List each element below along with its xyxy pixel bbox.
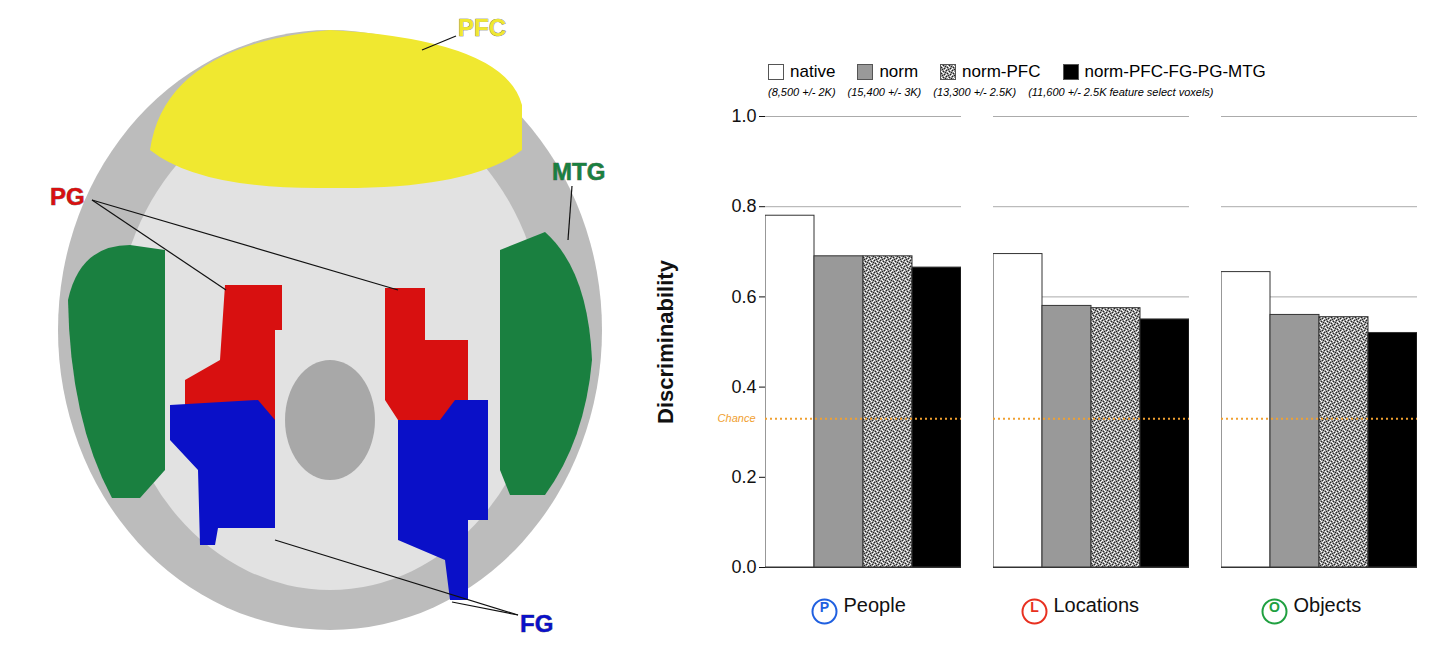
svg-text:Chance: Chance (718, 412, 756, 424)
svg-text:0.0: 0.0 (731, 557, 756, 577)
html-text:norm-PFC-FG-PG-MTG: norm-PFC-FG-PG-MTG (1084, 62, 1266, 81)
svg-text:FG: FG (520, 610, 553, 637)
svg-text:0.6: 0.6 (731, 287, 756, 307)
html-text:(15,400 +/- 3K): (15,400 +/- 3K) (847, 86, 922, 98)
svg-text:PFC: PFC (458, 14, 506, 41)
svg-text:Discriminability: Discriminability (653, 259, 678, 424)
html-text:(13,300 +/- 2.5K): (13,300 +/- 2.5K) (933, 86, 1017, 98)
svg-text:Locations: Locations (1054, 594, 1140, 616)
svg-text:People: People (844, 594, 906, 616)
svg-text:PG: PG (50, 183, 85, 210)
html-text:native: native (790, 62, 836, 81)
svg-text:P: P (820, 599, 829, 615)
svg-text:L: L (1030, 599, 1039, 615)
svg-text:0.2: 0.2 (731, 467, 756, 487)
svg-text:1.0: 1.0 (731, 106, 756, 126)
svg-text:Objects: Objects (1294, 594, 1362, 616)
html-text:(11,600 +/- 2.5K feature selec: (11,600 +/- 2.5K feature select voxels) (1028, 86, 1214, 98)
svg-text:0.8: 0.8 (731, 196, 756, 216)
html-text:norm: norm (879, 62, 919, 81)
svg-text:O: O (1269, 599, 1280, 615)
html-text:norm-PFC: norm-PFC (962, 62, 1041, 81)
svg-text:0.4: 0.4 (731, 377, 756, 397)
svg-text:MTG: MTG (552, 158, 605, 185)
html-text:(8,500 +/- 2K): (8,500 +/- 2K) (768, 86, 836, 98)
